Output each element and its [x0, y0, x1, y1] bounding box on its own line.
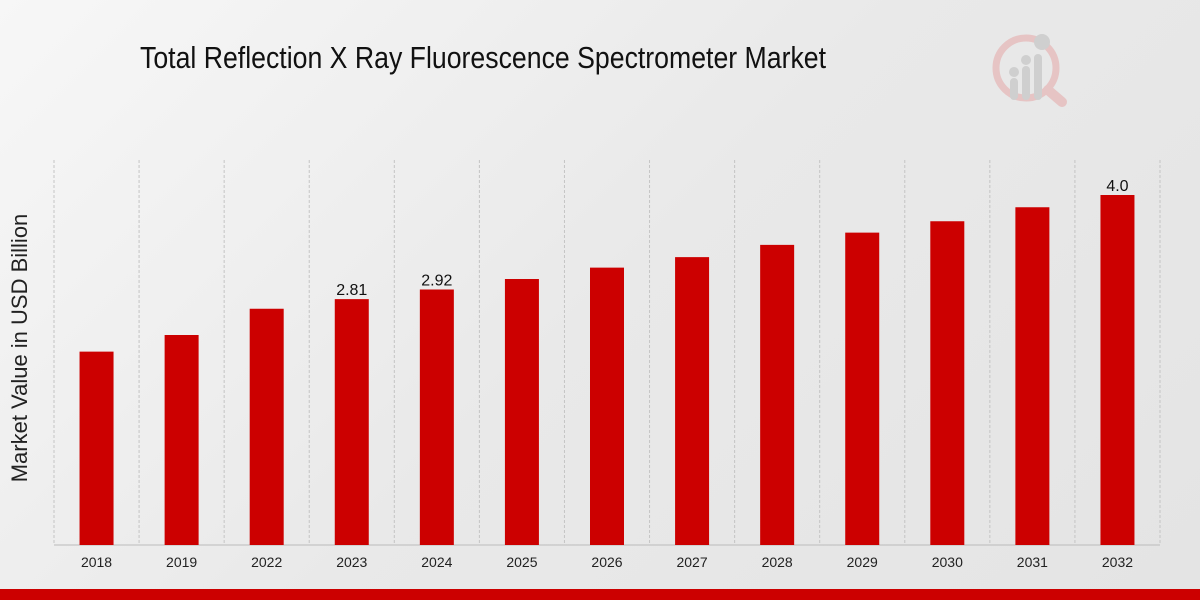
x-tick-label: 2028: [762, 554, 793, 570]
bar-2018: [79, 351, 114, 545]
x-tick-label: 2030: [932, 554, 963, 570]
data-label-2024: 2.92: [421, 273, 452, 290]
x-tick-label: 2019: [166, 554, 197, 570]
bar-2024: [419, 289, 454, 545]
bar-2022: [249, 308, 284, 545]
x-tick-label: 2024: [421, 554, 452, 570]
bar-2029: [845, 232, 880, 545]
data-label-2032: 4.0: [1106, 178, 1128, 195]
footer-bar: [0, 589, 1200, 600]
x-tick-label: 2027: [676, 554, 707, 570]
bar-2023: [334, 299, 369, 545]
bar-2027: [675, 257, 710, 545]
x-tick-label: 2031: [1017, 554, 1048, 570]
x-tick-label: 2018: [81, 554, 112, 570]
bar-2032: [1100, 195, 1135, 545]
x-tick-label: 2029: [847, 554, 878, 570]
x-tick-label: 2023: [336, 554, 367, 570]
x-tick-label: 2026: [591, 554, 622, 570]
bar-2019: [164, 335, 199, 545]
bar-2026: [590, 267, 624, 545]
data-label-2023: 2.81: [336, 282, 367, 299]
bar-2030: [930, 221, 965, 545]
bar-2028: [760, 244, 795, 545]
chart-title: Total Reflection X Ray Fluorescence Spec…: [140, 40, 827, 75]
x-tick-label: 2032: [1102, 554, 1133, 570]
bar-2025: [504, 279, 539, 545]
x-tick-label: 2025: [506, 554, 537, 570]
x-tick-label: 2022: [251, 554, 282, 570]
bar-2031: [1015, 207, 1050, 545]
brand-logo-icon: [992, 34, 1067, 107]
